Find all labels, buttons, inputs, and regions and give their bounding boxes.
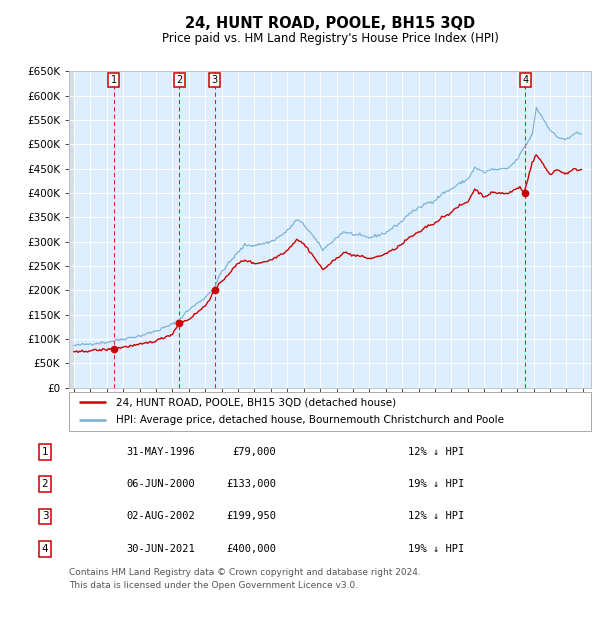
Text: £133,000: £133,000	[226, 479, 276, 489]
Text: Price paid vs. HM Land Registry's House Price Index (HPI): Price paid vs. HM Land Registry's House …	[161, 32, 499, 45]
Text: 1: 1	[110, 75, 116, 85]
Text: 02-AUG-2002: 02-AUG-2002	[126, 512, 195, 521]
Text: 24, HUNT ROAD, POOLE, BH15 3QD (detached house): 24, HUNT ROAD, POOLE, BH15 3QD (detached…	[116, 397, 396, 407]
Text: 4: 4	[41, 544, 49, 554]
Text: 12% ↓ HPI: 12% ↓ HPI	[408, 512, 464, 521]
Text: 4: 4	[522, 75, 529, 85]
Text: 06-JUN-2000: 06-JUN-2000	[126, 479, 195, 489]
Text: 24, HUNT ROAD, POOLE, BH15 3QD: 24, HUNT ROAD, POOLE, BH15 3QD	[185, 16, 475, 31]
Text: 1: 1	[41, 447, 49, 457]
Text: 2: 2	[176, 75, 182, 85]
Text: 3: 3	[41, 512, 49, 521]
Text: 31-MAY-1996: 31-MAY-1996	[126, 447, 195, 457]
Text: 2: 2	[41, 479, 49, 489]
Text: Contains HM Land Registry data © Crown copyright and database right 2024.
This d: Contains HM Land Registry data © Crown c…	[69, 568, 421, 590]
Text: 19% ↓ HPI: 19% ↓ HPI	[408, 544, 464, 554]
Text: £400,000: £400,000	[226, 544, 276, 554]
Text: 12% ↓ HPI: 12% ↓ HPI	[408, 447, 464, 457]
Text: 19% ↓ HPI: 19% ↓ HPI	[408, 479, 464, 489]
Text: HPI: Average price, detached house, Bournemouth Christchurch and Poole: HPI: Average price, detached house, Bour…	[116, 415, 504, 425]
Bar	[69, 71, 74, 388]
Text: 30-JUN-2021: 30-JUN-2021	[126, 544, 195, 554]
Text: £79,000: £79,000	[232, 447, 276, 457]
Text: £199,950: £199,950	[226, 512, 276, 521]
Text: 3: 3	[212, 75, 218, 85]
